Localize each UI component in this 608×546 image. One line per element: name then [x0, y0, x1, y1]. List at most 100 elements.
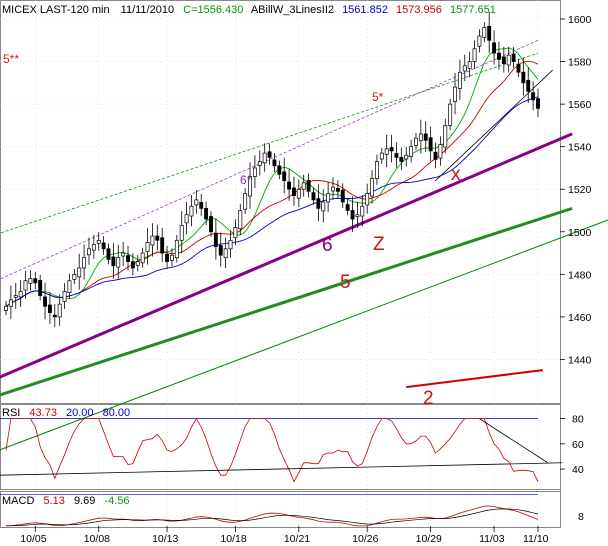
- rsi-panel: [0, 417, 563, 495]
- candle: [477, 29, 482, 53]
- price-tick-label: 1560: [568, 99, 592, 111]
- header-symbol: MICEX LAST-120 min: [2, 4, 110, 16]
- candle: [243, 188, 248, 215]
- candle: [150, 223, 155, 257]
- candle: [389, 134, 394, 163]
- candle: [516, 58, 521, 77]
- date-tick-label: 10/21: [284, 533, 310, 545]
- date-tick-label: 10/18: [220, 533, 246, 545]
- date-tick-label: 11/03: [479, 533, 505, 545]
- candle: [77, 253, 82, 290]
- candle: [179, 211, 184, 254]
- candle: [257, 150, 262, 176]
- candle: [82, 244, 87, 280]
- macd-value: 5.13: [43, 495, 64, 507]
- candle: [355, 202, 360, 228]
- candle: [365, 183, 370, 214]
- candle: [414, 132, 418, 151]
- annotation-x: x: [451, 164, 461, 185]
- annotation-z: Z: [373, 234, 385, 255]
- rsi-tick-label: 40: [572, 464, 584, 476]
- date-tick-label: 10/05: [20, 533, 46, 545]
- moving-average-0: [5, 47, 539, 307]
- candle: [428, 126, 433, 162]
- moving-averages: [5, 47, 539, 307]
- candle: [233, 219, 238, 246]
- candle: [28, 270, 33, 291]
- annotation-6-star: 6*: [240, 173, 252, 187]
- candles: [4, 12, 540, 328]
- candle: [184, 202, 189, 235]
- candle: [531, 81, 536, 111]
- annotation-5-star: 5*: [372, 90, 384, 104]
- candle: [13, 282, 18, 309]
- trendline-6: [406, 369, 544, 389]
- candle: [8, 285, 13, 320]
- candle: [316, 184, 321, 222]
- candle: [282, 157, 287, 194]
- moving-average-1: [5, 60, 539, 307]
- candle: [238, 203, 243, 235]
- candle: [130, 253, 135, 276]
- candle: [18, 280, 23, 308]
- header-close: C=1556.430: [183, 4, 243, 16]
- candle: [360, 194, 365, 227]
- candle: [140, 247, 145, 268]
- trendline-0: [0, 219, 608, 451]
- candle: [423, 121, 428, 152]
- price-tick-label: 1460: [568, 312, 592, 324]
- macd-label: MACD: [2, 495, 34, 507]
- candle: [209, 211, 213, 237]
- candle: [223, 237, 228, 268]
- candle: [331, 177, 335, 200]
- candle: [287, 169, 292, 201]
- candle: [248, 162, 252, 209]
- panel-frames: [0, 0, 561, 528]
- date-tick-label: 11/10: [523, 533, 549, 545]
- candle: [228, 230, 233, 258]
- candle: [213, 218, 218, 260]
- candle: [174, 234, 179, 263]
- price-tick-label: 1520: [568, 184, 592, 196]
- header-value-green: 1577.651: [450, 4, 496, 16]
- candle: [404, 146, 409, 167]
- candle: [72, 269, 77, 285]
- rsi-tick-label: 80: [572, 414, 584, 426]
- rsi-header: RSI 43.73 20.00 80.00: [2, 407, 130, 419]
- candle: [189, 194, 194, 227]
- candle: [448, 98, 453, 131]
- macd-header: MACD 5.13 9.69 -4.56: [2, 495, 130, 507]
- annotation-6: 6: [322, 235, 333, 256]
- candle: [33, 271, 38, 289]
- candle: [394, 142, 399, 168]
- candle: [4, 300, 8, 316]
- header-indicator: ABillW_3LinesII2: [251, 4, 334, 16]
- price-tick-label: 1580: [568, 57, 592, 69]
- candle: [472, 40, 477, 70]
- candle: [443, 118, 448, 154]
- date-tick-label: 10/26: [352, 533, 378, 545]
- candle: [96, 232, 101, 251]
- rsi-axis-ticks: 40 60 80: [560, 414, 584, 476]
- rsi-high-level: 80.00: [103, 407, 131, 419]
- candle: [165, 246, 170, 270]
- candle: [155, 224, 160, 251]
- candle: [511, 47, 516, 68]
- date-axis-ticks: 10/05 10/08 10/13 10/18 10/21 10/26 10/29 11/03…: [20, 526, 549, 545]
- candle: [47, 292, 52, 325]
- annotation-5-double-star: 5**: [3, 52, 19, 66]
- candle: [38, 274, 43, 301]
- candle: [453, 72, 457, 115]
- candle: [306, 173, 311, 198]
- candle: [409, 139, 414, 163]
- header-value-blue: 1561.852: [342, 4, 388, 16]
- candle: [536, 88, 540, 118]
- candle: [340, 183, 345, 209]
- candle: [267, 143, 272, 165]
- candle: [121, 241, 126, 267]
- candle: [52, 303, 57, 328]
- candle: [335, 180, 340, 199]
- macd-histogram: -4.56: [104, 495, 129, 507]
